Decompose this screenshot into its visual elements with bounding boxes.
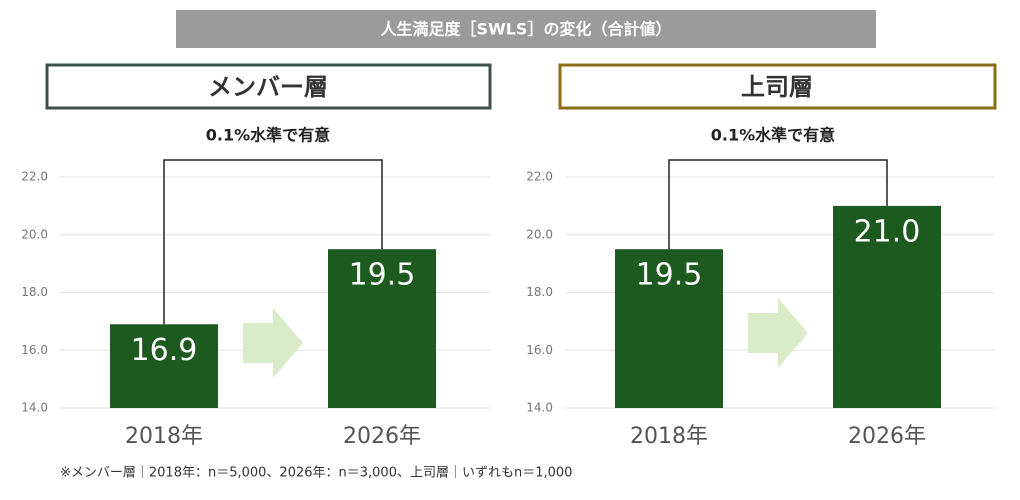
x-tick-label: 2026年 (848, 424, 926, 449)
panel-title: 上司層 (741, 73, 813, 101)
bar (833, 205, 941, 408)
value-label: 19.5 (349, 258, 416, 293)
panel-header (45, 63, 492, 110)
value-label: 21.0 (854, 214, 921, 249)
y-tick-label: 18.0 (526, 285, 553, 299)
bracket (668, 159, 888, 250)
bar (615, 249, 723, 408)
footnote: ※メンバー層｜2018年：n＝5,000、2026年：n＝3,000、上司層｜い… (60, 466, 572, 481)
y-tick-label: 14.0 (526, 401, 553, 415)
panel-title: メンバー層 (208, 73, 328, 101)
y-tick-label: 22.0 (526, 170, 553, 184)
arrow (748, 298, 808, 368)
bracket (163, 159, 383, 325)
annotation: 0.1%水準で有意 (206, 126, 330, 145)
x-tick-label: 2018年 (125, 424, 203, 449)
bar (328, 249, 436, 408)
panel-header (558, 63, 997, 110)
bar (110, 324, 218, 408)
value-label: 19.5 (636, 258, 703, 293)
y-tick-label: 16.0 (526, 343, 553, 357)
y-tick-label: 22.0 (21, 170, 48, 184)
annotation: 0.1%水準で有意 (711, 126, 835, 145)
y-tick-label: 14.0 (21, 401, 48, 415)
y-tick-label: 16.0 (21, 343, 48, 357)
y-tick-label: 20.0 (21, 227, 48, 241)
x-tick-label: 2018年 (630, 424, 708, 449)
title-bar (176, 10, 876, 48)
y-tick-label: 18.0 (21, 285, 48, 299)
page-title: 人生満足度［SWLS］の変化（合計値） (381, 20, 672, 39)
y-tick-label: 20.0 (526, 227, 553, 241)
x-tick-label: 2026年 (343, 424, 421, 449)
arrow (243, 308, 303, 378)
value-label: 16.9 (131, 333, 198, 368)
